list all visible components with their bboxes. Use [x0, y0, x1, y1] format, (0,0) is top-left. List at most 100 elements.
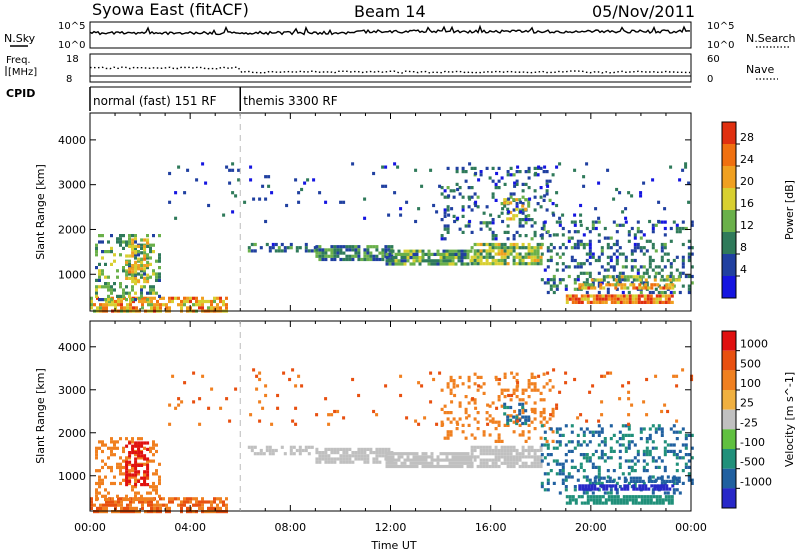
data-cell-r1 — [152, 269, 155, 273]
data-cell-r9 — [642, 265, 646, 269]
data-cell-r6 — [530, 255, 534, 259]
data-cell-r9 — [561, 268, 565, 272]
data-cell-r7 — [482, 211, 486, 215]
data-cell-r9 — [594, 430, 598, 434]
data-cell-r9 — [672, 488, 676, 492]
data-cell-r9 — [681, 242, 685, 247]
data-cell-r1 — [101, 449, 104, 454]
data-cell-r9 — [549, 242, 553, 247]
data-cell-r12 — [659, 278, 663, 282]
data-cell-r4 — [357, 248, 361, 252]
data-cell-r5 — [451, 259, 455, 263]
data-cell-r6 — [533, 255, 537, 259]
data-cell-r7 — [518, 433, 522, 437]
data-cell-r9 — [618, 246, 622, 250]
data-cell-r6 — [506, 461, 510, 465]
data-cell-r11 — [635, 487, 639, 491]
data-cell-r0 — [180, 503, 183, 507]
xtick-label-1: 04:00 — [174, 521, 206, 534]
data-cell-r1 — [128, 462, 131, 466]
data-cell-r10 — [658, 498, 662, 502]
data-cell-r10 — [640, 294, 644, 298]
data-cell-r0 — [201, 299, 204, 304]
data-cell-r0 — [120, 299, 123, 304]
data-cell-r6 — [506, 445, 510, 449]
data-cell-r9 — [633, 265, 637, 269]
data-cell-r13 — [264, 219, 268, 224]
data-cell-r7 — [548, 388, 552, 392]
data-cell-r11 — [632, 484, 636, 488]
data-cell-r1 — [137, 497, 140, 502]
data-cell-r9 — [615, 239, 619, 243]
data-cell-r1 — [122, 240, 125, 244]
data-cell-r4 — [318, 257, 322, 262]
data-cell-r9 — [576, 246, 580, 250]
data-cell-r8 — [506, 201, 510, 205]
data-cell-r0 — [225, 510, 228, 514]
data-cell-r13 — [225, 165, 229, 169]
data-cell-r4 — [324, 257, 328, 262]
data-cell-r12 — [674, 278, 678, 282]
data-cell-r0 — [186, 296, 189, 300]
data-cell-r13 — [438, 371, 442, 375]
data-cell-r6 — [488, 452, 492, 456]
data-cell-r7 — [503, 230, 507, 234]
data-cell-r9 — [555, 430, 559, 434]
data-cell-r13 — [585, 419, 589, 423]
data-cell-r1 — [131, 437, 134, 441]
data-cell-r6 — [518, 258, 522, 263]
data-cell-r2 — [143, 267, 147, 271]
data-cell-r6 — [473, 252, 477, 256]
data-cell-r10 — [595, 294, 599, 298]
data-cell-r10 — [643, 501, 647, 505]
data-cell-r13 — [519, 210, 523, 214]
data-cell-r5 — [424, 455, 428, 459]
data-cell-r10 — [661, 498, 665, 502]
data-cell-r7 — [482, 221, 486, 225]
data-cell-r6 — [479, 262, 483, 266]
data-cell-r7 — [443, 214, 447, 218]
data-cell-r5 — [430, 252, 434, 256]
data-cell-r7 — [518, 221, 522, 225]
data-cell-r5 — [457, 461, 461, 465]
data-cell-r1 — [107, 491, 110, 495]
data-cell-r4 — [345, 447, 349, 451]
data-cell-r9 — [600, 456, 604, 460]
data-cell-r13 — [291, 368, 295, 372]
data-cell-r0 — [186, 506, 189, 510]
data-cell-r5 — [451, 252, 455, 256]
data-cell-r9 — [579, 239, 583, 243]
data-cell-r10 — [640, 501, 644, 505]
data-cell-r0 — [216, 296, 219, 300]
data-cell-r9 — [552, 233, 556, 237]
data-cell-r13 — [543, 194, 547, 198]
data-cell-r4 — [348, 447, 352, 451]
data-cell-r9 — [543, 220, 547, 224]
data-cell-r0 — [156, 503, 159, 507]
colorbar-tick-label-2: 20 — [740, 175, 754, 188]
data-cell-r4 — [339, 257, 343, 262]
data-cell-r6 — [515, 458, 519, 462]
data-cell-r0 — [195, 303, 198, 307]
data-cell-r4 — [381, 251, 385, 255]
data-cell-r12 — [626, 278, 630, 282]
data-cell-r7 — [467, 379, 471, 383]
data-cell-r7 — [470, 195, 474, 199]
data-cell-r9 — [621, 437, 625, 441]
data-cell-r0 — [150, 296, 153, 300]
data-cell-r9 — [540, 424, 544, 428]
data-cell-r10 — [616, 501, 620, 505]
data-cell-r9 — [561, 465, 565, 469]
data-cell-r4 — [336, 457, 340, 461]
data-cell-r9 — [660, 220, 664, 224]
data-cell-r9 — [606, 281, 610, 285]
data-cell-r2 — [128, 454, 132, 458]
data-cell-r9 — [576, 230, 580, 234]
data-cell-r1 — [134, 453, 137, 457]
data-cell-r2 — [134, 270, 138, 274]
data-cell-r5 — [454, 249, 458, 253]
data-cell-r5 — [421, 259, 425, 263]
data-cell-r7 — [443, 404, 447, 408]
data-cell-r9 — [681, 265, 685, 269]
data-cell-r10 — [649, 297, 653, 301]
